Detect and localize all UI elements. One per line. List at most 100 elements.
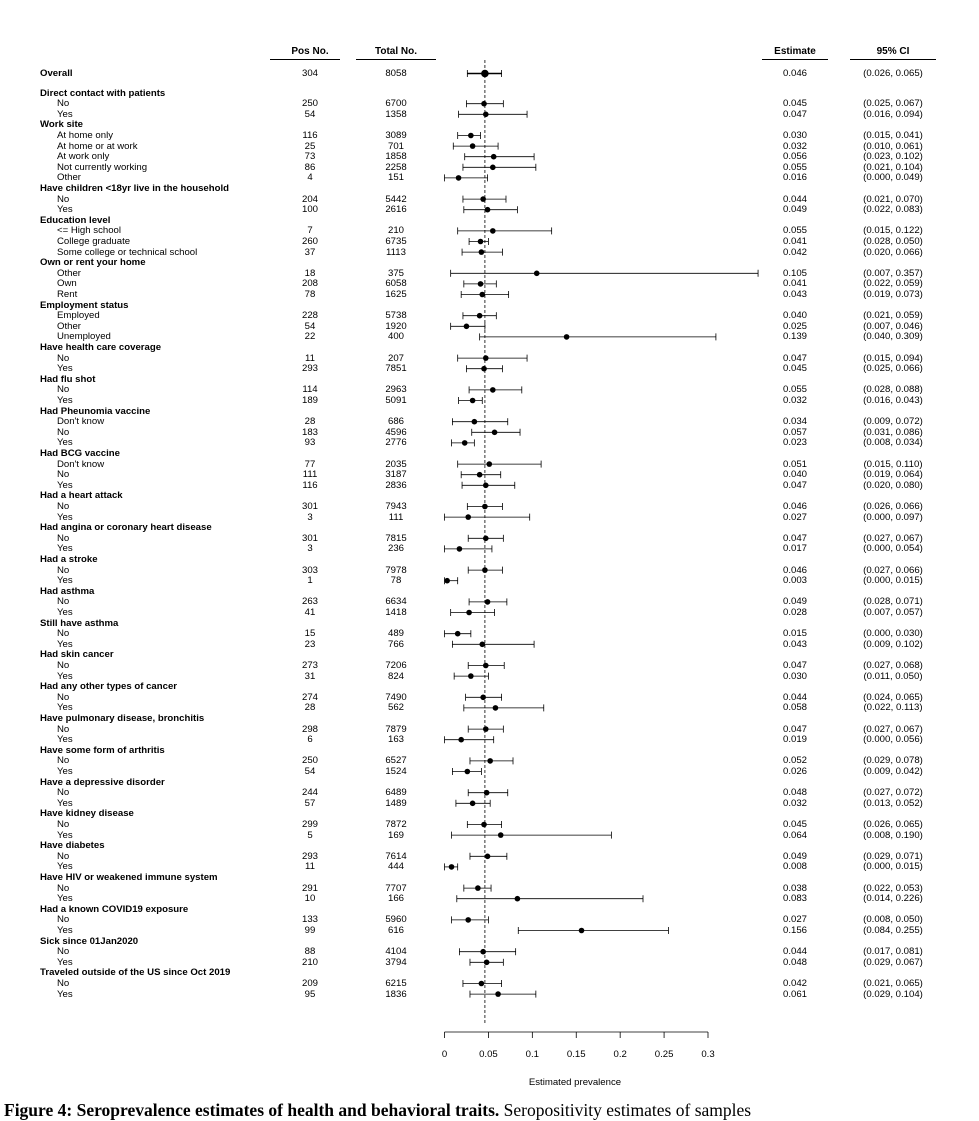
estimate-value: 0.049 [782, 596, 807, 608]
group-label: Work site [40, 119, 84, 131]
estimate-value: 0.044 [782, 946, 807, 958]
row-label: Yes [57, 893, 73, 905]
ci-value: (0.013, 0.052) [863, 797, 923, 809]
estimate-value: 0.017 [782, 543, 807, 555]
row-label: Employed [57, 310, 100, 322]
pos-count: 304 [301, 68, 318, 79]
point-estimate [477, 238, 484, 245]
ci-value: (0.027, 0.066) [863, 564, 923, 576]
total-count: 3089 [385, 130, 407, 141]
total-count: 7872 [385, 819, 407, 830]
row-label: Yes [57, 511, 73, 523]
group-label: Still have asthma [40, 617, 119, 629]
estimate-value: 0.083 [782, 893, 807, 905]
pos-count: 31 [304, 670, 316, 682]
ci-value: (0.000, 0.097) [863, 511, 923, 523]
estimate-value: 0.049 [782, 850, 807, 862]
pos-count: 6 [307, 734, 313, 746]
estimate-value: 0.061 [782, 988, 807, 1000]
ci-value: (0.025, 0.067) [863, 98, 923, 110]
row-label: College graduate [57, 236, 131, 247]
pos-count: 183 [301, 426, 318, 438]
row-label: No [57, 723, 70, 735]
point-estimate [469, 143, 476, 149]
row-label: No [57, 628, 70, 640]
group-label: Had asthma [40, 585, 95, 597]
group-label: Have HIV or weakened immune system [40, 872, 218, 883]
row-label: No [57, 850, 70, 862]
point-estimate [469, 397, 476, 404]
pos-count: 133 [301, 914, 318, 926]
ci-value: (0.000, 0.030) [863, 628, 923, 640]
total-count: 236 [387, 543, 404, 555]
point-estimate [491, 429, 498, 436]
x-tick-label: 0.1 [526, 1049, 539, 1060]
point-estimate [476, 471, 483, 478]
pos-count: 15 [304, 628, 316, 640]
total-count: 4104 [385, 946, 407, 958]
pos-count: 298 [301, 723, 318, 735]
point-estimate [448, 864, 455, 870]
ci-value: (0.021, 0.104) [863, 161, 923, 173]
ci-value: (0.031, 0.086) [863, 426, 923, 438]
x-tick-label: 0.05 [479, 1049, 498, 1060]
pos-count: 189 [301, 395, 318, 406]
ci-value: (0.028, 0.088) [863, 384, 923, 396]
point-estimate [456, 546, 463, 552]
total-count: 111 [388, 511, 404, 523]
row-label: No [57, 384, 70, 396]
estimate-value: 0.046 [782, 564, 807, 576]
total-count: 6700 [385, 98, 407, 110]
total-count: 616 [387, 925, 404, 936]
row-label: No [57, 596, 70, 608]
row-label: Yes [57, 829, 73, 841]
total-count: 7851 [385, 363, 407, 375]
total-count: 6489 [385, 787, 407, 799]
estimate-value: 0.032 [782, 395, 807, 406]
point-estimate [461, 440, 468, 446]
point-estimate [479, 291, 486, 298]
ci-value: (0.015, 0.122) [863, 225, 923, 237]
pos-count: 210 [301, 956, 318, 968]
ci-value: (0.022, 0.113) [863, 702, 923, 714]
estimate-value: 0.057 [782, 426, 807, 438]
row-label: No [57, 882, 70, 894]
group-label: Have pulmonary disease, bronchitis [40, 713, 205, 724]
pos-count: 57 [304, 797, 316, 809]
row-label: Yes [57, 437, 73, 449]
estimate-value: 0.064 [782, 829, 807, 841]
ci-value: (0.009, 0.042) [863, 766, 923, 777]
row-label: Yes [57, 702, 73, 714]
figure-caption: Figure 4: Seroprevalence estimates of he… [4, 1100, 979, 1121]
ci-value: (0.010, 0.061) [863, 140, 923, 152]
total-count: 3794 [385, 956, 407, 968]
pos-count: 116 [302, 479, 318, 491]
row-label: Yes [57, 670, 73, 682]
row-label: No [57, 946, 70, 958]
ci-value: (0.007, 0.357) [863, 267, 923, 279]
group-label: Direct contact with patients [40, 87, 166, 99]
pos-count: 5 [307, 829, 313, 841]
row-label: Yes [57, 479, 73, 491]
ci-value: (0.026, 0.065) [863, 68, 923, 79]
ci-value: (0.009, 0.072) [863, 416, 923, 428]
point-estimate [490, 153, 497, 160]
total-count: 2963 [385, 384, 407, 396]
ci-value: (0.015, 0.110) [863, 458, 923, 470]
row-label: No [57, 564, 70, 576]
pos-count: 209 [301, 978, 318, 989]
row-label: Don't know [57, 416, 105, 428]
row-label: Yes [57, 956, 73, 968]
ci-value: (0.015, 0.041) [863, 130, 923, 141]
ci-value: (0.022, 0.053) [863, 882, 923, 894]
ci-value: (0.019, 0.073) [863, 289, 923, 300]
estimate-value: 0.045 [782, 819, 807, 830]
pos-count: 73 [304, 151, 316, 163]
point-estimate [477, 281, 484, 287]
pos-count: 86 [304, 161, 316, 173]
row-label: Overall [40, 68, 73, 79]
pos-count: 3 [307, 543, 313, 555]
ci-value: (0.029, 0.071) [863, 850, 923, 862]
estimate-value: 0.047 [782, 479, 807, 491]
ci-value: (0.014, 0.226) [863, 893, 923, 905]
